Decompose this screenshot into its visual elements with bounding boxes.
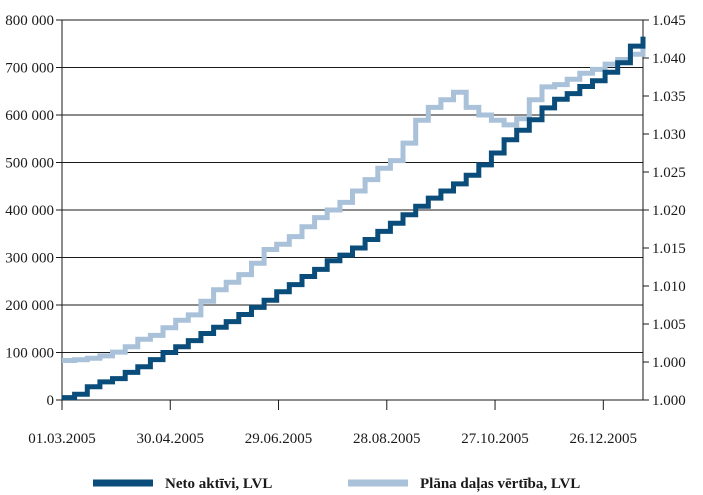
legend-item-neto-aktivi: Neto aktīvi, LVL [93,476,272,492]
left-tick-label: 0 [47,393,55,409]
legend-label: Neto aktīvi, LVL [165,476,272,492]
series-line-neto-aktivi [62,36,646,401]
legend-item-plana-dalas-vertiba: Plāna daļas vērtība, LVL [348,476,580,492]
right-tick-label: 1.030 [652,127,686,143]
right-tick-label: 1.010 [652,279,686,295]
left-tick-label: 200 000 [5,298,54,314]
left-tick-label: 300 000 [5,251,54,267]
right-tick-label: 1.005 [652,317,686,333]
x-tick-label: 29.06.2005 [245,431,313,447]
right-tick-label: 1.040 [652,51,686,67]
right-tick-label: 1.045 [652,13,686,29]
left-tick-label: 100 000 [5,346,54,362]
x-tick-label: 27.10.2005 [461,431,529,447]
left-tick-label: 500 000 [5,156,54,172]
left-tick-label: 600 000 [5,108,54,124]
right-tick-label: 1.025 [652,165,686,181]
x-axis: 01.03.2005 30.04.2005 29.06.2005 28.08.2005… [28,431,637,447]
right-tick-label: 1.035 [652,89,686,105]
right-y-axis: 1.000 1.000 1.005 1.010 1.015 1.020 1.025 1.030… [643,13,686,409]
left-tick-label: 800 000 [5,13,54,29]
x-tick-label: 28.08.2005 [353,431,421,447]
right-tick-label: 1.020 [652,203,686,219]
series-lines [62,36,646,401]
grid-lines [61,19,644,401]
left-tick-label: 400 000 [5,203,54,219]
x-tick-marks [61,400,604,410]
legend-label: Plāna daļas vērtība, LVL [420,476,580,492]
x-tick-label: 30.04.2005 [137,431,205,447]
right-tick-label: 1.015 [652,241,686,257]
legend: Neto aktīvi, LVL Plāna daļas vērtība, LVL [93,476,580,492]
right-tick-label: 1.000 [652,355,686,371]
right-tick-label: 1.000 [652,393,686,409]
left-tick-label: 700 000 [5,61,54,77]
x-tick-label: 26.12.2005 [570,431,638,447]
left-y-axis: 0 100 000 200 000 300 000 400 000 500 000 600 … [5,13,62,409]
x-tick-label: 01.03.2005 [28,431,96,447]
series-line-plana-dalas-vertiba [62,42,646,363]
